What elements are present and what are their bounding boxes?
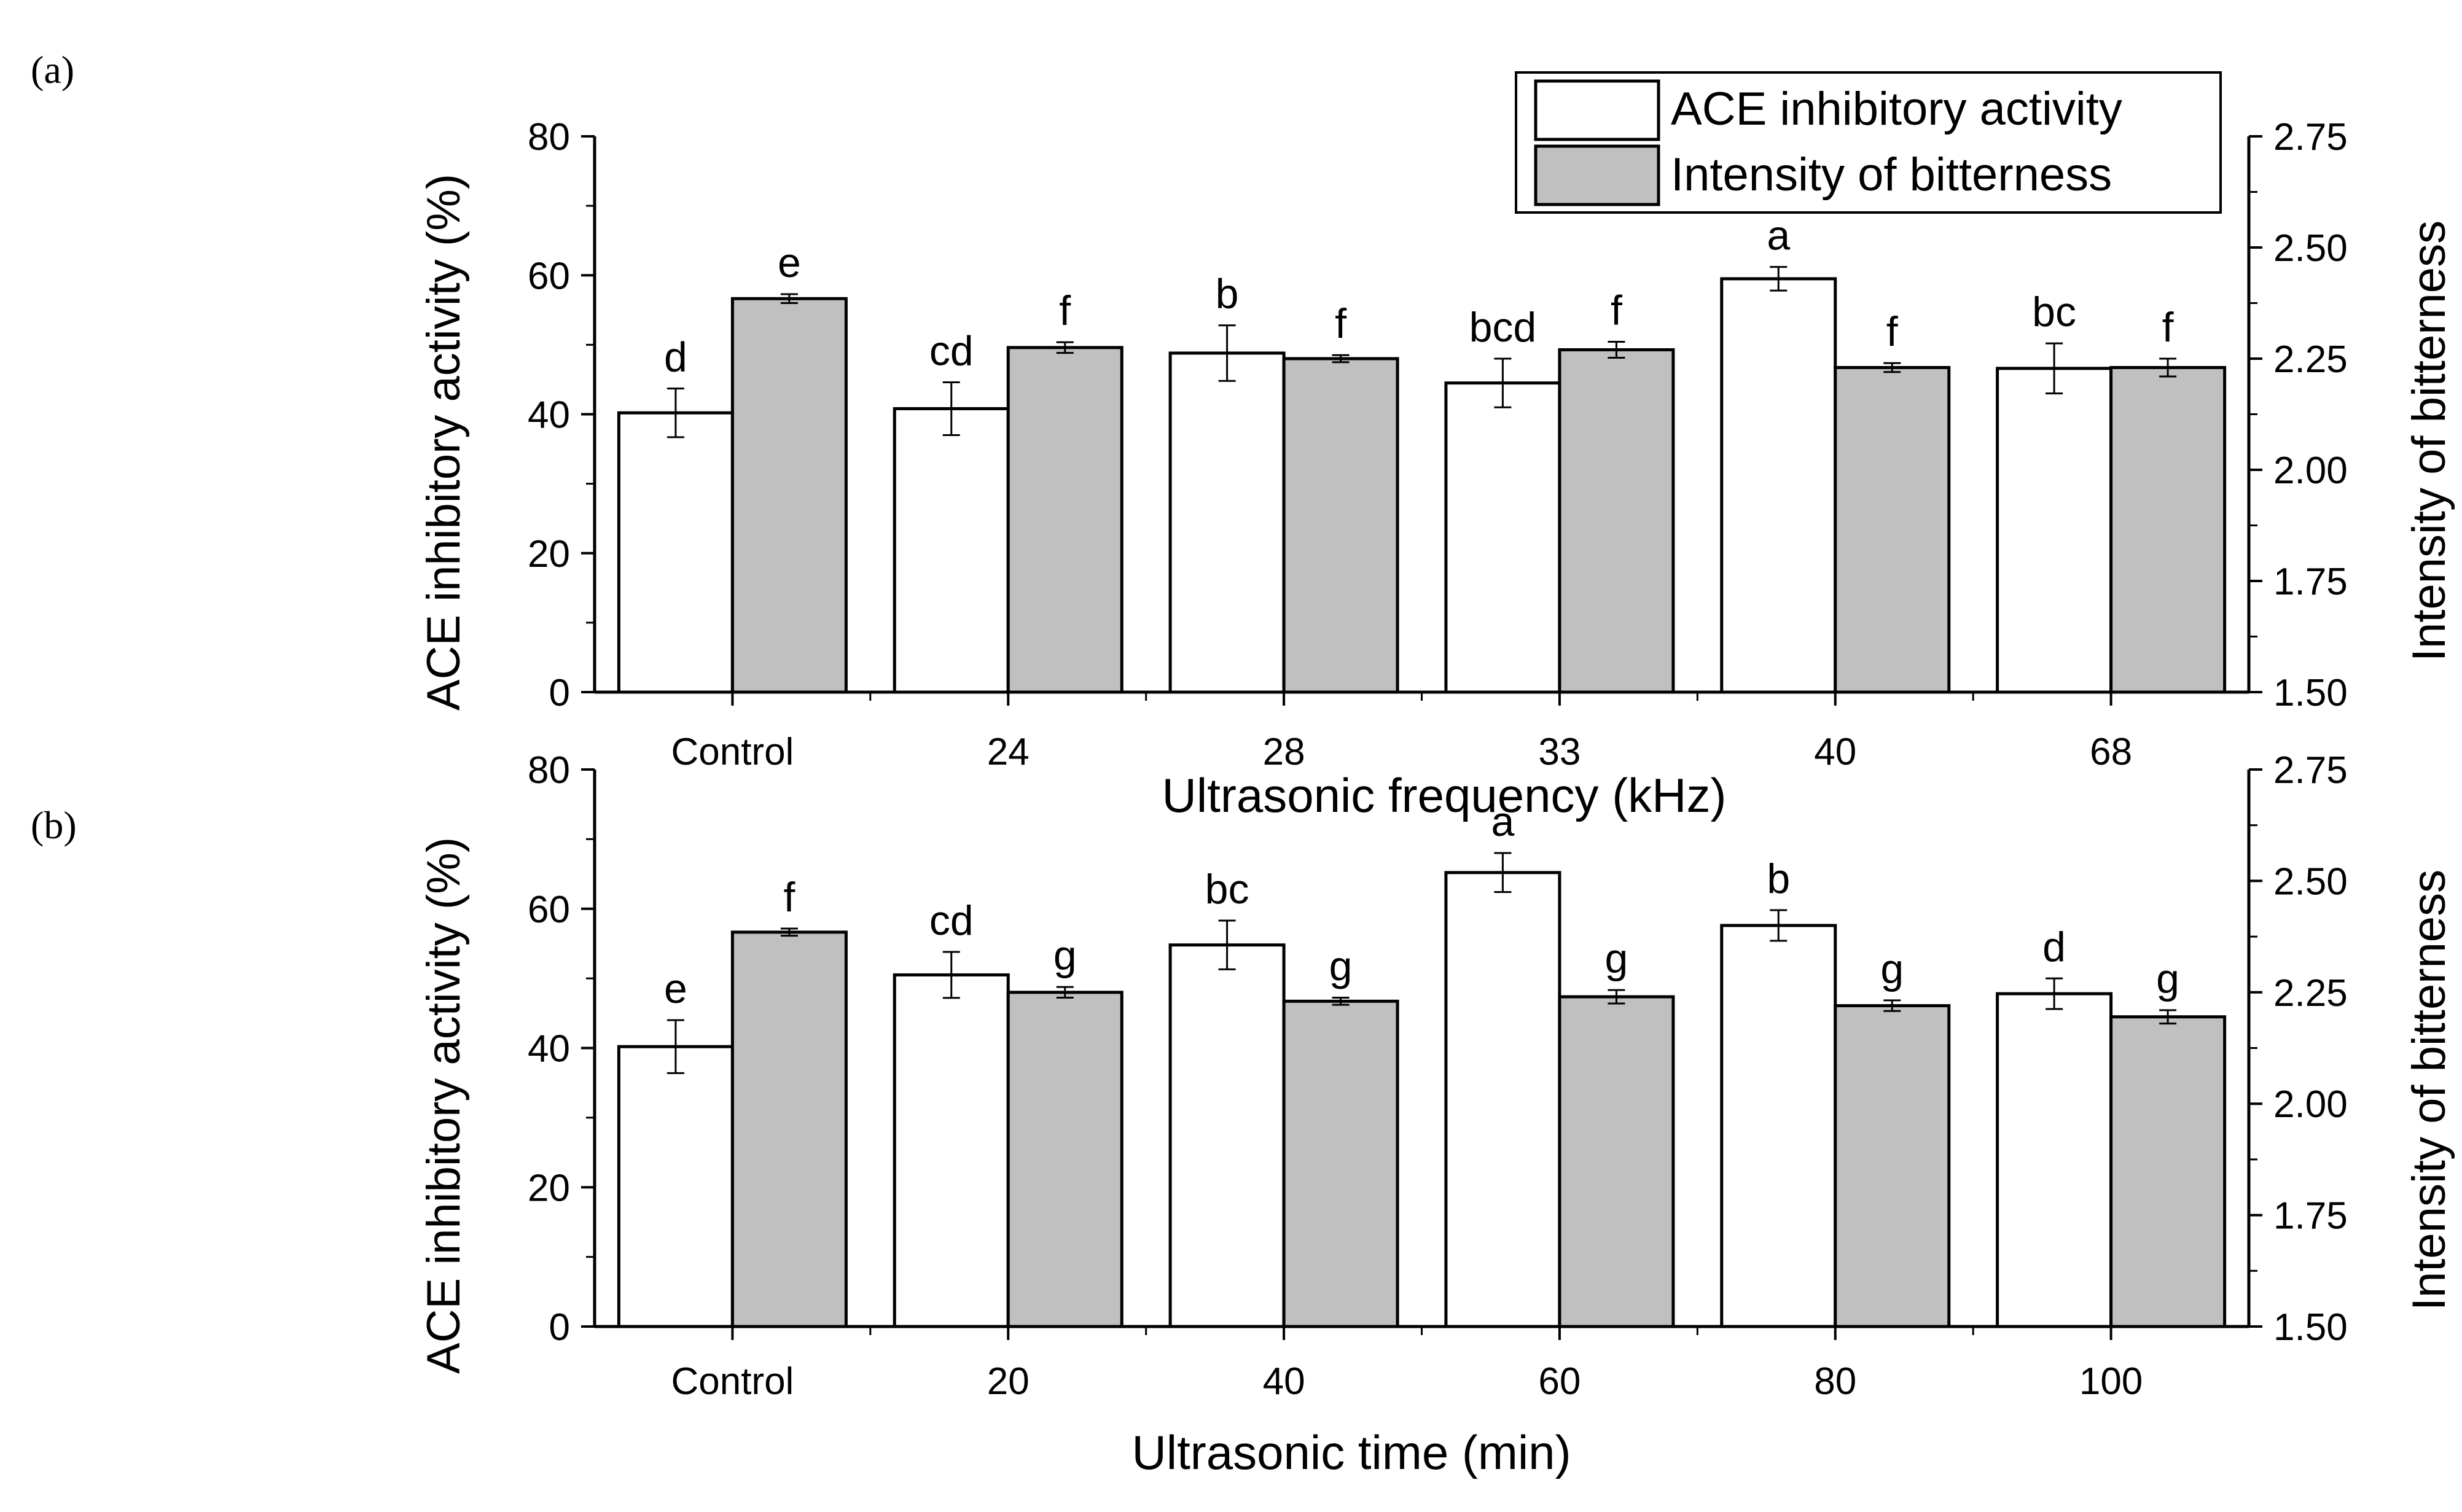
y2-tick-label: 2.25 (2273, 972, 2348, 1015)
chart-frequency: Control 24 28 33 40 68 0 20 40 60 80 1.50 1.75 2.00 2.… (528, 116, 2348, 773)
bar-ace (1720, 277, 1837, 694)
bar-ace (893, 973, 1010, 1328)
y-tick-label: 40 (528, 1028, 570, 1070)
bar-bitterness (1558, 348, 1675, 694)
x-tick-label: 40 (1263, 1360, 1305, 1403)
y2-tick-label: 2.00 (2273, 450, 2348, 492)
y-tick-label: 80 (528, 749, 570, 792)
y2-tick-label: 2.00 (2273, 1083, 2348, 1126)
y-tick-label: 0 (549, 1306, 570, 1349)
y2-tick-label: 1.75 (2273, 1195, 2348, 1237)
significance-label: d (2042, 924, 2066, 970)
legend-label-ace: ACE inhibitory activity (1671, 83, 2122, 135)
significance-label: f (1335, 300, 1346, 347)
chart-time: Control 20 40 60 80 100 0 20 40 60 80 1.50 1.75 2.00 2… (528, 749, 2348, 1403)
significance-label: bc (1205, 866, 1249, 913)
y-axis-title-left-a: ACE inhibitory activity (%) (418, 174, 470, 711)
bar-ace (1996, 992, 2113, 1328)
legend-swatch-ace (1534, 79, 1660, 141)
significance-label: f (1611, 287, 1622, 333)
y-tick-label: 40 (528, 394, 570, 437)
significance-label: cd (929, 327, 974, 374)
bar-bitterness (1282, 357, 1399, 694)
y-axis-title-right-b: Intensity of bitterness (2403, 870, 2455, 1311)
bar-ace (1720, 924, 1837, 1328)
significance-label: a (1767, 212, 1790, 259)
significance-label: b (1216, 271, 1239, 318)
x-tick-label: 80 (1814, 1360, 1856, 1403)
y-tick-label: 0 (549, 672, 570, 714)
significance-label: g (1605, 935, 1628, 982)
bar-bitterness (1834, 1004, 1951, 1328)
y2-tick-label: 2.50 (2273, 227, 2348, 270)
y2-tick-label: 2.75 (2273, 116, 2348, 158)
y-tick-label: 20 (528, 1167, 570, 1209)
x-tick-label: Control (671, 731, 794, 773)
y2-tick-label: 2.25 (2273, 338, 2348, 381)
y-tick-label: 60 (528, 889, 570, 931)
bar-bitterness (1834, 365, 1951, 694)
bar-bitterness (1282, 999, 1399, 1328)
x-tick-label: 100 (2079, 1360, 2143, 1403)
y-tick-label: 20 (528, 533, 570, 575)
significance-label: f (1059, 287, 1071, 334)
y-tick-label: 80 (528, 116, 570, 158)
bar-ace (1996, 367, 2113, 694)
panel-label-b: (b) (31, 803, 77, 847)
significance-label: b (1767, 855, 1790, 902)
x-tick-label: 20 (987, 1360, 1030, 1403)
significance-label: d (664, 334, 687, 381)
x-axis-title-frequency: Ultrasonic frequency (kHz) (1162, 768, 1727, 822)
bar-ace (617, 411, 734, 694)
y-axis-title-right-a: Intensity of bitterness (2403, 220, 2455, 661)
bar-ace (1444, 871, 1561, 1328)
significance-label: bc (2032, 289, 2076, 335)
x-tick-label: 24 (987, 731, 1030, 773)
significance-label: f (2162, 304, 2174, 351)
legend-label-bitterness: Intensity of bitterness (1671, 149, 2112, 201)
bar-ace (893, 407, 1010, 694)
bar-bitterness (2109, 1015, 2227, 1328)
significance-label: g (1880, 946, 1904, 992)
significance-label: e (664, 965, 687, 1012)
bar-bitterness (2109, 365, 2227, 694)
significance-label: g (1053, 932, 1077, 979)
significance-label: g (2156, 956, 2179, 1002)
bar-bitterness (1006, 991, 1124, 1328)
bar-bitterness (1558, 995, 1675, 1328)
bar-bitterness (1006, 346, 1124, 694)
significance-label: e (778, 240, 801, 286)
y-tick-label: 60 (528, 255, 570, 297)
panel-label-a: (a) (31, 48, 74, 92)
x-tick-label: 68 (2090, 731, 2132, 773)
x-tick-label: Control (671, 1360, 794, 1403)
legend: ACE inhibitory activity Intensity of bit… (1515, 71, 2222, 214)
bar-bitterness (730, 297, 848, 694)
bar-bitterness (730, 930, 848, 1328)
significance-label: a (1491, 798, 1515, 845)
significance-label: bcd (1469, 304, 1537, 351)
x-tick-label: 40 (1814, 731, 1856, 773)
significance-label: g (1329, 943, 1353, 990)
significance-label: f (1886, 308, 1898, 355)
bar-ace (1168, 943, 1286, 1328)
significance-label: cd (929, 897, 974, 944)
y2-tick-label: 1.50 (2273, 1306, 2348, 1349)
y-axis-title-left-b: ACE inhibitory activity (%) (418, 837, 470, 1374)
significance-label: f (783, 874, 795, 921)
bar-ace (617, 1045, 734, 1328)
y2-tick-label: 2.75 (2273, 749, 2348, 792)
legend-swatch-bitterness (1534, 144, 1660, 206)
x-axis-title-time: Ultrasonic time (min) (1131, 1425, 1571, 1479)
y2-tick-label: 2.50 (2273, 860, 2348, 903)
x-tick-label: 28 (1263, 731, 1305, 773)
bar-ace (1168, 351, 1286, 694)
y2-tick-label: 1.50 (2273, 672, 2348, 714)
bar-ace (1444, 381, 1561, 694)
x-tick-label: 33 (1538, 731, 1581, 773)
x-tick-label: 60 (1538, 1360, 1581, 1403)
y2-tick-label: 1.75 (2273, 561, 2348, 603)
